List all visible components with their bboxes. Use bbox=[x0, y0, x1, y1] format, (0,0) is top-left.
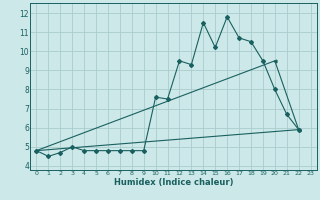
X-axis label: Humidex (Indice chaleur): Humidex (Indice chaleur) bbox=[114, 178, 233, 187]
